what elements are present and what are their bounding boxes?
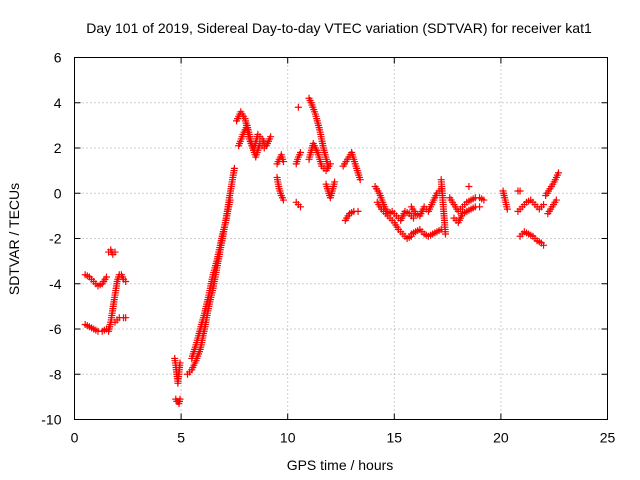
data-point	[409, 214, 417, 222]
data-point	[122, 277, 130, 285]
data-point	[111, 248, 119, 256]
y-tick-label: -10	[41, 412, 61, 428]
data-series	[292, 198, 304, 211]
data-series	[305, 94, 332, 170]
data-series	[373, 198, 415, 242]
data-series	[111, 314, 130, 326]
data-point	[540, 201, 548, 209]
data-point	[441, 230, 449, 238]
x-axis-label: GPS time / hours	[287, 457, 394, 473]
data-series	[292, 149, 304, 168]
data-point	[503, 205, 511, 213]
data-point	[552, 196, 560, 204]
x-tick-label: 5	[177, 430, 185, 446]
data-point	[554, 169, 562, 177]
data-series	[339, 149, 364, 184]
x-tick-label: 15	[387, 430, 403, 446]
data-point	[102, 273, 110, 281]
data-series	[437, 176, 449, 238]
y-tick-label: -6	[49, 321, 62, 337]
data-point	[296, 203, 304, 211]
data-series	[465, 182, 473, 190]
y-tick-label: -2	[49, 231, 62, 247]
data-series	[450, 203, 484, 227]
x-tick-label: 25	[600, 430, 616, 446]
data-series	[81, 271, 110, 290]
data-point	[465, 182, 473, 190]
y-axis-label: SDTVAR / TECUs	[6, 183, 22, 295]
data-series	[188, 196, 234, 362]
data-series	[407, 185, 445, 220]
chart-title: Day 101 of 2019, Sidereal Day-to-day VTE…	[86, 20, 592, 36]
data-series	[305, 139, 334, 175]
data-points	[81, 94, 562, 408]
y-tick-label: 6	[54, 50, 62, 66]
data-point	[176, 359, 184, 367]
data-series	[516, 228, 548, 249]
data-series	[105, 271, 130, 335]
data-series	[235, 121, 268, 161]
data-point	[540, 241, 548, 249]
data-point	[294, 103, 302, 111]
data-point	[176, 395, 184, 403]
data-point	[516, 187, 524, 195]
data-point	[279, 158, 287, 166]
data-point	[354, 207, 362, 215]
y-tick-label: 2	[54, 140, 62, 156]
x-tick-label: 0	[71, 430, 79, 446]
data-point	[476, 203, 484, 211]
data-series	[542, 169, 562, 200]
data-series	[273, 173, 287, 204]
data-point	[480, 196, 488, 204]
data-series	[514, 196, 548, 215]
data-series	[514, 187, 524, 195]
data-series	[341, 207, 362, 224]
axis-ticks: 0 5 10 15 20 25 -10 -8 -6 -4 -2 0 2 4 6	[41, 50, 615, 446]
data-series	[544, 196, 560, 218]
data-series	[294, 103, 302, 111]
data-point	[230, 164, 238, 172]
data-series	[322, 178, 339, 202]
data-point	[226, 196, 234, 204]
data-point	[267, 133, 275, 141]
grid-lines	[74, 57, 608, 420]
data-series	[446, 194, 488, 215]
x-tick-label: 10	[280, 430, 296, 446]
data-series	[81, 320, 113, 335]
x-tick-label: 20	[493, 430, 509, 446]
data-series	[407, 225, 445, 240]
data-series	[172, 395, 184, 408]
data-point	[326, 160, 334, 168]
data-series	[499, 187, 511, 213]
y-tick-label: -4	[49, 276, 62, 292]
data-point	[356, 176, 364, 184]
plot-frame	[74, 57, 608, 420]
data-point	[122, 314, 130, 322]
data-point	[260, 144, 268, 152]
data-point	[331, 178, 339, 186]
data-series	[273, 151, 287, 168]
data-point	[296, 149, 304, 157]
y-tick-label: 4	[54, 95, 62, 111]
y-tick-label: 0	[54, 185, 62, 201]
data-point	[279, 196, 287, 204]
y-tick-label: -8	[49, 366, 62, 382]
data-series	[171, 354, 184, 387]
data-series	[105, 246, 119, 258]
